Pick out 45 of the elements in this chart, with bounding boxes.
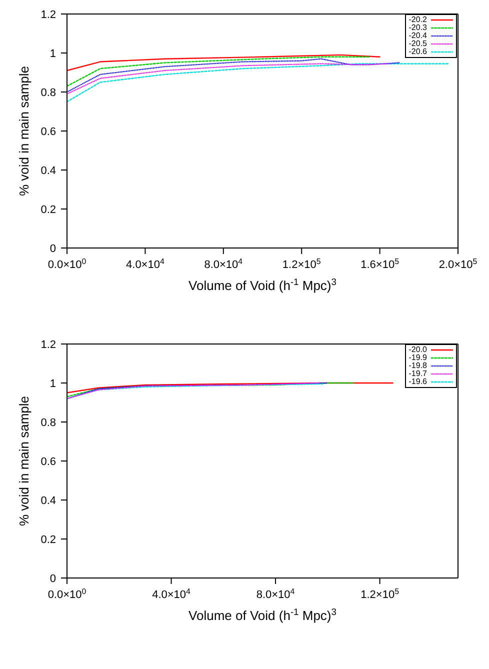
- legend-label: -20.0: [408, 345, 427, 354]
- y-axis-title: % void in main sample: [16, 66, 32, 196]
- y-tick-label: 0.8: [40, 87, 56, 99]
- x-tick-label: 8.0×10$^{4}$: [204, 256, 244, 271]
- legend-label: -19.7: [408, 369, 427, 378]
- line-series: [67, 382, 394, 394]
- x-tick-label: 1.2×10$^{5}$: [360, 586, 400, 601]
- y-tick-label: 0.6: [40, 456, 56, 468]
- legend-label: -19.6: [408, 377, 427, 386]
- line-series: [67, 58, 400, 93]
- y-tick-label: 0: [50, 573, 56, 585]
- line-series: [67, 56, 371, 87]
- y-tick-label: 1.2: [40, 339, 56, 351]
- x-tick-label: 0.0×10$^{0}$: [48, 586, 87, 601]
- y-tick-label: 1: [50, 48, 56, 60]
- line-series: [67, 63, 390, 95]
- legend-label: -20.3: [408, 23, 427, 32]
- x-tick-label: 8.0×10$^{4}$: [256, 586, 296, 601]
- legend-label: -20.6: [408, 47, 427, 56]
- x-tick-label: 2.0×10$^{5}$: [438, 256, 478, 271]
- y-tick-label: 0.4: [40, 495, 56, 507]
- y-tick-label: 1: [50, 378, 56, 390]
- legend-label: -19.8: [408, 361, 427, 370]
- x-axis-title: Volume of Void (h$^{-1}$ Mpc)$^{3}$: [188, 277, 336, 293]
- y-tick-label: 0.2: [40, 534, 56, 546]
- legend-label: -20.2: [408, 15, 427, 24]
- x-tick-label: 1.2×10$^{5}$: [282, 256, 322, 271]
- line-series: [67, 54, 380, 72]
- y-tick-label: 0.8: [40, 417, 56, 429]
- line-series: [67, 382, 354, 398]
- x-axis-title: Volume of Void (h$^{-1}$ Mpc)$^{3}$: [188, 607, 336, 623]
- y-tick-label: 0.2: [40, 204, 56, 216]
- y-tick-label: 0.6: [40, 126, 56, 138]
- y-tick-label: 1.2: [40, 9, 56, 21]
- x-tick-label: 4.0×10$^{4}$: [152, 586, 192, 601]
- x-tick-label: 1.6×10$^{5}$: [360, 256, 400, 271]
- y-tick-label: 0: [50, 243, 56, 255]
- legend-label: -19.9: [408, 353, 427, 362]
- x-tick-label: 4.0×10$^{4}$: [126, 256, 165, 271]
- legend-label: -20.5: [408, 39, 427, 48]
- y-axis-title: % void in main sample: [16, 396, 32, 526]
- legend-label: -20.4: [408, 31, 427, 40]
- y-tick-label: 0.4: [40, 165, 56, 177]
- x-tick-label: 0.0×10$^{0}$: [48, 256, 87, 271]
- line-series: [67, 63, 449, 102]
